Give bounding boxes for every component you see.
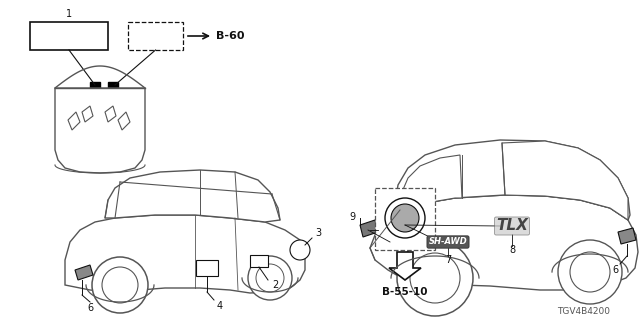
Circle shape [248,256,292,300]
Text: B-60: B-60 [216,31,244,41]
Circle shape [410,253,460,303]
Bar [250,255,268,267]
Circle shape [570,252,610,292]
Bar [128,22,183,50]
Polygon shape [618,228,636,244]
Polygon shape [370,195,638,290]
Text: 6: 6 [87,303,93,313]
Circle shape [92,257,148,313]
Text: B-55-10: B-55-10 [382,287,428,297]
Polygon shape [389,252,421,280]
Text: 7: 7 [445,255,451,265]
Text: 4: 4 [217,301,223,311]
Polygon shape [118,112,130,130]
Polygon shape [400,155,462,210]
Bar [108,82,118,88]
Text: SH-AWD: SH-AWD [429,237,467,246]
Circle shape [558,240,622,304]
Bar [30,22,108,50]
Polygon shape [68,112,80,130]
Polygon shape [75,265,93,280]
Text: 6: 6 [612,265,618,275]
Polygon shape [502,141,628,220]
Text: 8: 8 [509,245,515,255]
Text: 2: 2 [272,280,278,290]
Bar [196,260,218,276]
Polygon shape [65,215,305,293]
Polygon shape [105,170,280,222]
Bar [375,188,435,250]
Circle shape [290,240,310,260]
Circle shape [391,204,419,232]
Polygon shape [395,140,630,220]
Circle shape [385,198,425,238]
Text: 1: 1 [66,9,72,19]
Polygon shape [105,106,116,122]
Circle shape [102,267,138,303]
Text: 9: 9 [349,212,355,222]
Circle shape [256,264,284,292]
Text: TLX: TLX [496,219,528,234]
Text: TGV4B4200: TGV4B4200 [557,308,610,316]
Polygon shape [360,220,378,237]
Circle shape [397,240,473,316]
Polygon shape [82,106,93,122]
Bar [90,82,100,88]
Text: 3: 3 [315,228,321,238]
Polygon shape [55,88,145,173]
